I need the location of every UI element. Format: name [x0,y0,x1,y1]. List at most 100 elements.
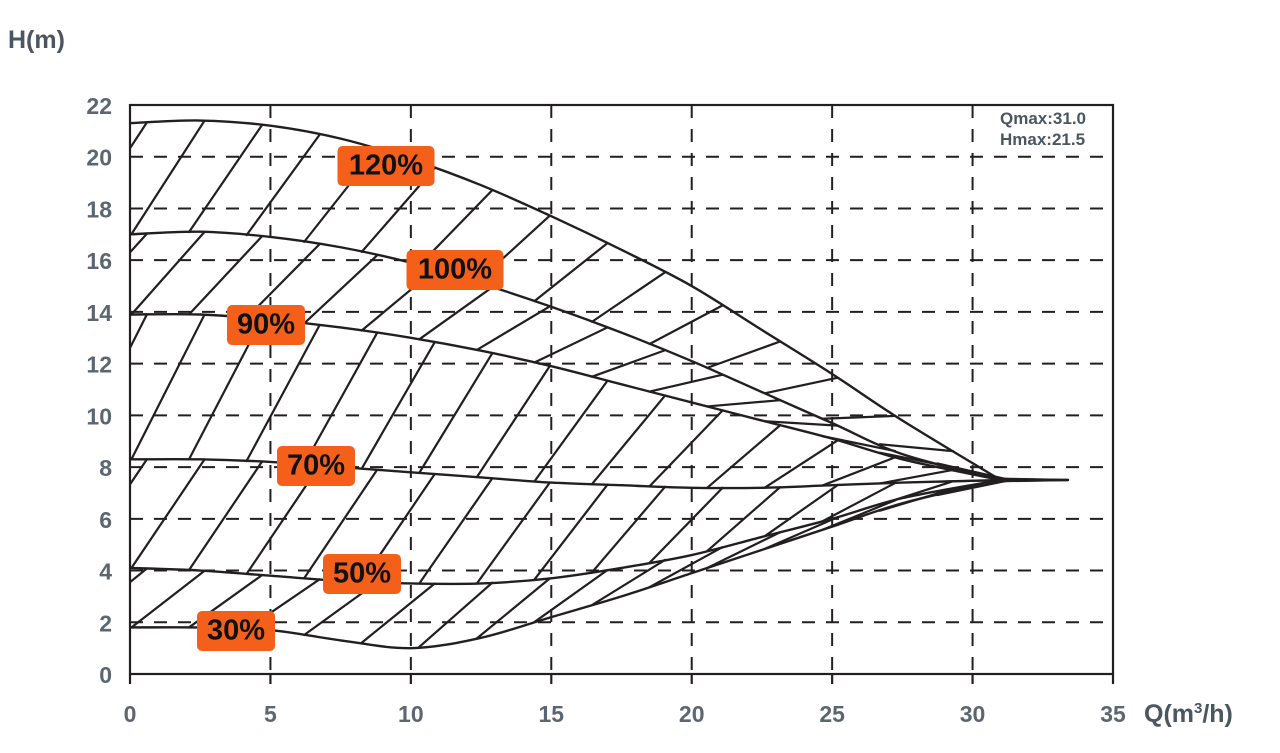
hatch-line [187,123,264,234]
x-axis-title: Q(m3/h) [1144,700,1233,728]
badge-background [337,146,435,186]
hatch-line [130,567,148,584]
hatch-line [130,230,206,316]
hatch-line [878,468,955,485]
hatch-line [533,483,609,581]
hatch-line [590,558,667,607]
y-tick-label: 20 [86,145,112,171]
x-tick-label: 35 [1100,701,1126,727]
badge-label: 70% [287,450,345,482]
hatch-line [763,420,839,427]
hatch-line [821,481,897,523]
hatch-line [648,304,724,346]
hatch-line [590,349,667,378]
hatch-line [763,483,839,538]
hatch-line [130,121,148,151]
y-tick-label: 8 [99,455,112,481]
hatch-line [648,409,724,488]
hatch-line [130,232,148,254]
hmax-label: Hmax:21.5 [1000,130,1085,149]
hatch-line [303,254,379,325]
max-values-annotation: Qmax:31.0 Hmax:21.5 [1000,109,1086,149]
x-tick-label: 15 [538,701,564,727]
hatch-line [418,477,494,585]
hatch-line [763,376,839,395]
hatch-line [475,481,551,585]
badge-50pct: 50% [323,554,401,594]
badge-label: 30% [207,615,265,647]
hatch-line [418,286,494,341]
y-tick-label: 18 [86,196,112,222]
x-axis-title-suffix: /h) [1202,700,1233,728]
qmax-label: Qmax:31.0 [1000,109,1086,128]
svg-text:Q(m3/h): Q(m3/h) [1144,700,1233,728]
hatch-line [187,235,264,316]
hatch-line [475,364,551,479]
hatch-line [706,486,782,553]
hatch-line [648,545,724,589]
y-tick-label: 22 [86,93,112,119]
hatch-line [590,394,667,486]
hatch-line [475,305,551,352]
y-tick-label: 10 [86,403,112,429]
y-tick-label: 6 [99,507,112,533]
hatch-line [821,414,897,420]
hatch-line [130,458,206,570]
y-axis-tick-labels: 0 2 4 6 8 10 12 14 16 18 20 22 [86,93,112,688]
badge-label: 90% [237,309,295,341]
hatch-line [360,582,436,644]
hatch-line [648,373,724,393]
badge-label: 50% [333,558,391,590]
hatch-line [590,271,667,323]
y-tick-label: 4 [99,559,112,585]
curve-50pct [130,478,1002,586]
badge-label: 100% [418,254,492,286]
badge-70pct: 70% [277,446,355,486]
x-tick-label: 20 [679,701,705,727]
curve-70pct [130,457,1002,490]
badge-background [197,611,275,651]
y-tick-label: 14 [86,300,112,326]
hatch-line [418,352,494,474]
axis-tick-marks [128,674,1115,684]
hatch-line [245,324,321,463]
hatch-line [821,456,897,487]
hatch-line [303,468,379,580]
hatch-line [360,341,436,470]
hatch-line [763,439,839,489]
hatch-line [993,478,1070,483]
curve-100pct [130,230,1002,482]
hatch-line [130,569,206,629]
hatch-line [475,577,551,640]
x-tick-label: 30 [960,701,986,727]
hatch-line [648,486,724,564]
badge-90pct: 90% [227,305,305,345]
y-tick-label: 12 [86,352,112,378]
badge-30pct: 30% [197,611,275,651]
badge-background [323,554,401,594]
x-axis-title-superscript: 3 [1194,700,1202,717]
badge-background [277,446,355,486]
hatch-line [878,443,955,453]
performance-curves [130,119,1002,650]
hatch-line [187,460,264,572]
curve-120pct [130,119,1002,482]
hatch-line [706,424,782,489]
hatch-line [130,313,206,461]
hatch-line [130,119,206,236]
hatch-line [245,133,321,237]
badge-background [227,305,305,345]
gridlines [130,105,1113,674]
y-axis-title: H(m) [8,26,65,54]
x-tick-label: 10 [398,701,424,727]
x-axis-title-prefix: Q(m [1144,700,1194,728]
x-axis-tick-labels: 0 5 10 15 20 25 30 35 [124,701,1126,727]
y-tick-label: 2 [99,610,112,636]
y-tick-label: 0 [99,662,112,688]
badge-background [406,250,504,290]
y-tick-label: 16 [86,248,112,274]
badge-120pct: 120% [337,146,435,186]
hatch-line [130,458,148,487]
